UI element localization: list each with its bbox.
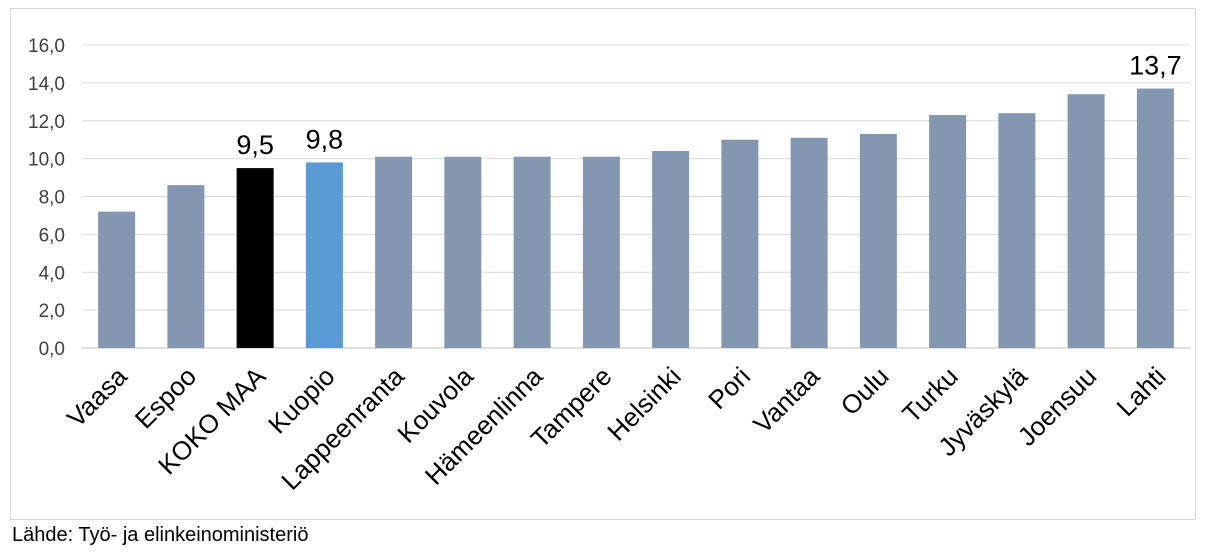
x-tick-label: Pori [702, 361, 756, 415]
y-tick-label: 2,0 [39, 301, 65, 322]
bar [859, 134, 897, 348]
bar [998, 113, 1036, 348]
y-tick-label: 16,0 [28, 36, 65, 57]
bar [1067, 94, 1105, 348]
x-tick-label: Lappeenranta [275, 361, 410, 496]
x-tick-label: Vaasa [61, 361, 133, 433]
bar [375, 156, 413, 348]
bar [98, 211, 136, 348]
x-tick-label: Helsinki [601, 361, 687, 447]
y-tick-label: 0,0 [39, 339, 65, 360]
bar [444, 156, 482, 348]
bar [582, 156, 620, 348]
y-tick-label: 12,0 [28, 112, 65, 133]
bar [305, 162, 343, 348]
bar [167, 185, 205, 348]
data-label: 9,8 [306, 124, 344, 154]
y-tick-label: 14,0 [28, 74, 65, 95]
x-tick-label: Oulu [835, 361, 895, 421]
data-label: 9,5 [236, 130, 274, 160]
y-tick-label: 4,0 [39, 263, 65, 284]
bar [790, 137, 828, 348]
x-tick-label: Lahti [1111, 361, 1172, 422]
x-tick-label: Vantaa [747, 361, 825, 439]
source-note: Lähde: Työ- ja elinkeinoministeriö [12, 524, 309, 546]
data-label: 13,7 [1129, 51, 1182, 81]
y-tick-label: 8,0 [39, 188, 65, 209]
bar [929, 115, 967, 348]
chart-frame [10, 8, 1196, 520]
y-tick-label: 10,0 [28, 150, 65, 171]
bar [236, 168, 274, 348]
bar [721, 139, 759, 348]
bar [652, 151, 690, 348]
bar [1136, 88, 1174, 349]
y-tick-label: 6,0 [39, 225, 65, 246]
bar [513, 156, 551, 348]
